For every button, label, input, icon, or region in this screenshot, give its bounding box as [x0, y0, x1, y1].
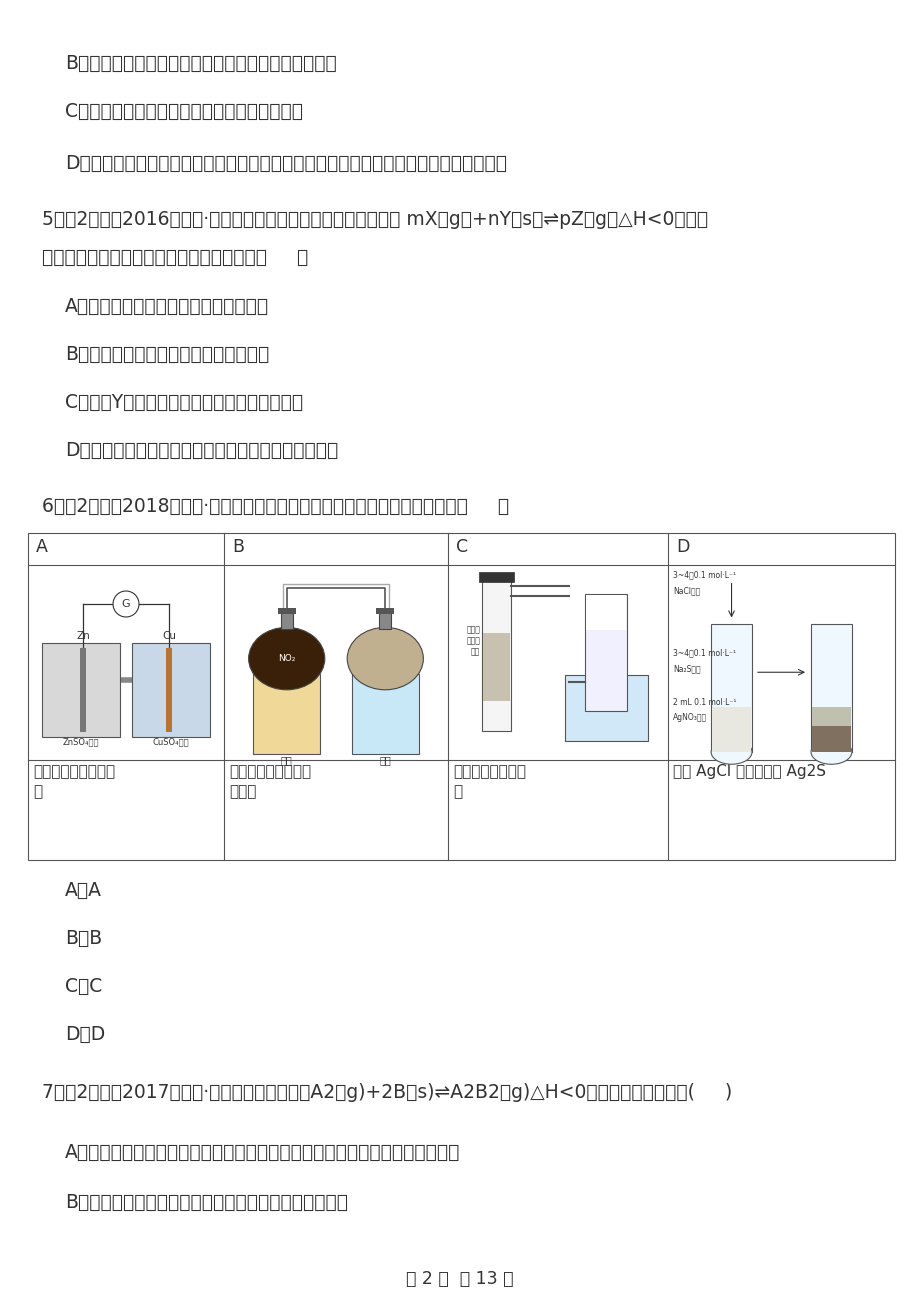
Text: A．升高温度，正反应速率减慢，逆反应速率加快，化学平衡向逆反应方向移动: A．升高温度，正反应速率减慢，逆反应速率加快，化学平衡向逆反应方向移动: [65, 1143, 460, 1161]
Text: C．C: C．C: [65, 976, 102, 996]
Bar: [28, 533, 894, 861]
Bar: [482, 633, 509, 700]
Bar: [280, 609, 292, 629]
Text: 热水: 热水: [280, 755, 292, 766]
Text: A．A: A．A: [65, 881, 102, 900]
Ellipse shape: [811, 740, 851, 764]
Bar: [811, 707, 850, 753]
Text: 5．（2分）（2016高二上·广水期中）对于密闭容器中的可逆反应 mX（g）+nY（s）⇌pZ（g）△H<0，达化: 5．（2分）（2016高二上·广水期中）对于密闭容器中的可逆反应 mX（g）+n…: [42, 210, 708, 229]
Text: B．通入氮气，化学平衡不一定发生移动: B．通入氮气，化学平衡不一定发生移动: [65, 345, 269, 365]
Bar: [479, 572, 513, 582]
Text: 冷水: 冷水: [379, 755, 391, 766]
Bar: [253, 674, 320, 754]
Text: 验证化学能转化为电
能: 验证化学能转化为电 能: [33, 764, 115, 799]
Text: C．所有化学变化一定遵循质量守恒和能量守恒: C．所有化学变化一定遵循质量守恒和能量守恒: [65, 102, 302, 121]
Bar: [811, 727, 850, 753]
Bar: [584, 594, 627, 711]
Text: C．增加Y的物质的量，化学平衡一定发生移动: C．增加Y的物质的量，化学平衡一定发生移动: [65, 393, 302, 411]
Text: 学平衡后，改变条件，下列表达不正确的是（     ）: 学平衡后，改变条件，下列表达不正确的是（ ）: [42, 247, 308, 267]
Text: AgNO₃溶液: AgNO₃溶液: [673, 713, 707, 723]
Text: Zn: Zn: [76, 631, 90, 641]
Text: 7．（2分）（2017高二上·曲靖期末）已知反应A2（g)+2B（s)⇌A2B2（g)△H<0，下列说法正确的是(     ): 7．（2分）（2017高二上·曲靖期末）已知反应A2（g)+2B（s)⇌A2B2…: [42, 1083, 732, 1101]
Ellipse shape: [346, 628, 423, 690]
Text: D．其它条件不变，升高温度，化学平衡一定发生移动: D．其它条件不变，升高温度，化学平衡一定发生移动: [65, 441, 338, 460]
Text: A．增大压强，化学平衡不一定发生移动: A．增大压强，化学平衡不一定发生移动: [65, 297, 269, 316]
Text: 6．（2分）（2018高二上·宝坻期末）下图所示的实验，能达到实验目的的是（     ）: 6．（2分）（2018高二上·宝坻期末）下图所示的实验，能达到实验目的的是（ ）: [42, 497, 508, 516]
Text: NaCl溶液: NaCl溶液: [673, 586, 699, 595]
Bar: [376, 608, 394, 615]
Text: D: D: [675, 538, 688, 556]
Text: 验证 AgCl 溶解度大于 Ag2S: 验证 AgCl 溶解度大于 Ag2S: [673, 764, 825, 779]
Bar: [351, 674, 418, 754]
Ellipse shape: [248, 628, 324, 690]
Text: 验证铁发生析氢腐
蚀: 验证铁发生析氢腐 蚀: [452, 764, 526, 799]
Text: A: A: [36, 538, 48, 556]
Text: B．所有化学变化的能量都可以通过原电池转化为电能: B．所有化学变化的能量都可以通过原电池转化为电能: [65, 53, 336, 73]
Bar: [811, 624, 851, 753]
Text: 证明温度对平衡移动
的影响: 证明温度对平衡移动 的影响: [229, 764, 311, 799]
Bar: [166, 648, 172, 732]
Bar: [564, 674, 648, 741]
Text: Na₂S溶液: Na₂S溶液: [673, 664, 700, 673]
Bar: [278, 608, 296, 615]
Text: B．增大压强，正反应与逆反应速率均增大，平衡不移动: B．增大压强，正反应与逆反应速率均增大，平衡不移动: [65, 1193, 347, 1212]
Circle shape: [113, 591, 139, 617]
Bar: [482, 581, 510, 730]
Text: C: C: [456, 538, 468, 556]
Bar: [379, 609, 391, 629]
Text: B: B: [232, 538, 244, 556]
Text: D．D: D．D: [65, 1025, 105, 1044]
Bar: [41, 643, 120, 737]
Text: G: G: [121, 599, 130, 609]
Text: CuSO₄溶液: CuSO₄溶液: [153, 738, 189, 746]
Text: ZnSO₄溶液: ZnSO₄溶液: [62, 738, 99, 746]
Text: 2 mL 0.1 mol·L⁻¹: 2 mL 0.1 mol·L⁻¹: [673, 698, 735, 707]
Bar: [80, 648, 85, 732]
Text: 3~4滴0.1 mol·L⁻¹: 3~4滴0.1 mol·L⁻¹: [673, 648, 735, 658]
Ellipse shape: [710, 740, 751, 764]
Bar: [586, 595, 626, 630]
Text: 3~4滴0.1 mol·L⁻¹: 3~4滴0.1 mol·L⁻¹: [673, 570, 735, 579]
Text: NO₂: NO₂: [278, 654, 295, 663]
Text: 第 2 页  共 13 页: 第 2 页 共 13 页: [406, 1269, 513, 1288]
Text: D．化学变化一定会引起物质种类的变化，所以体系内物质种类变化一定发生了化学变化: D．化学变化一定会引起物质种类的变化，所以体系内物质种类变化一定发生了化学变化: [65, 154, 506, 173]
Text: 食盐水
浸过的
铁钉: 食盐水 浸过的 铁钉: [466, 626, 480, 656]
Bar: [711, 707, 750, 753]
Text: B．B: B．B: [65, 930, 102, 948]
Bar: [131, 643, 210, 737]
Bar: [710, 624, 751, 753]
Text: Cu: Cu: [162, 631, 176, 641]
